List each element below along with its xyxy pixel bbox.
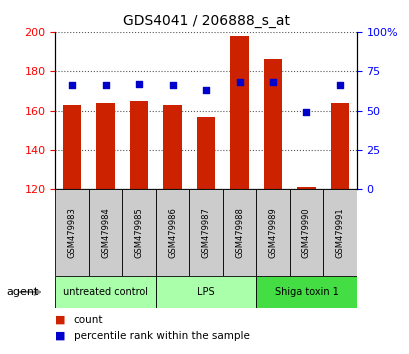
Bar bbox=[256, 276, 356, 308]
Text: Shiga toxin 1: Shiga toxin 1 bbox=[274, 287, 337, 297]
Text: GSM479985: GSM479985 bbox=[134, 207, 143, 258]
Text: count: count bbox=[74, 315, 103, 325]
Text: ■: ■ bbox=[55, 315, 66, 325]
Text: GSM479990: GSM479990 bbox=[301, 207, 310, 258]
Bar bbox=[230, 36, 248, 189]
Bar bbox=[163, 105, 181, 189]
Bar bbox=[222, 189, 256, 276]
Point bbox=[135, 81, 142, 87]
Text: GSM479988: GSM479988 bbox=[234, 207, 243, 258]
Point bbox=[336, 82, 342, 88]
Bar bbox=[155, 276, 256, 308]
Bar bbox=[263, 59, 281, 189]
Bar bbox=[55, 276, 155, 308]
Bar bbox=[297, 187, 315, 189]
Point bbox=[202, 87, 209, 93]
Bar bbox=[63, 105, 81, 189]
Text: LPS: LPS bbox=[197, 287, 214, 297]
Text: GSM479986: GSM479986 bbox=[168, 207, 177, 258]
Point bbox=[269, 79, 276, 85]
Bar bbox=[122, 189, 155, 276]
Text: GSM479987: GSM479987 bbox=[201, 207, 210, 258]
Point bbox=[236, 79, 242, 85]
Bar bbox=[155, 189, 189, 276]
Text: GSM479984: GSM479984 bbox=[101, 207, 110, 258]
Bar bbox=[256, 189, 289, 276]
Text: GSM479989: GSM479989 bbox=[268, 207, 277, 258]
Text: GDS4041 / 206888_s_at: GDS4041 / 206888_s_at bbox=[122, 14, 289, 28]
Text: GSM479991: GSM479991 bbox=[335, 207, 344, 258]
Bar bbox=[289, 189, 322, 276]
Bar bbox=[89, 189, 122, 276]
Bar bbox=[55, 189, 89, 276]
Bar bbox=[130, 101, 148, 189]
Point bbox=[302, 109, 309, 115]
Text: agent: agent bbox=[6, 287, 38, 297]
Bar bbox=[189, 189, 222, 276]
Text: ■: ■ bbox=[55, 331, 66, 341]
Text: GSM479983: GSM479983 bbox=[67, 207, 76, 258]
Point bbox=[102, 82, 109, 88]
Point bbox=[169, 82, 175, 88]
Bar bbox=[196, 116, 215, 189]
Text: percentile rank within the sample: percentile rank within the sample bbox=[74, 331, 249, 341]
Bar bbox=[330, 103, 348, 189]
Point bbox=[69, 82, 75, 88]
Bar bbox=[322, 189, 356, 276]
Text: untreated control: untreated control bbox=[63, 287, 148, 297]
Bar bbox=[96, 103, 115, 189]
